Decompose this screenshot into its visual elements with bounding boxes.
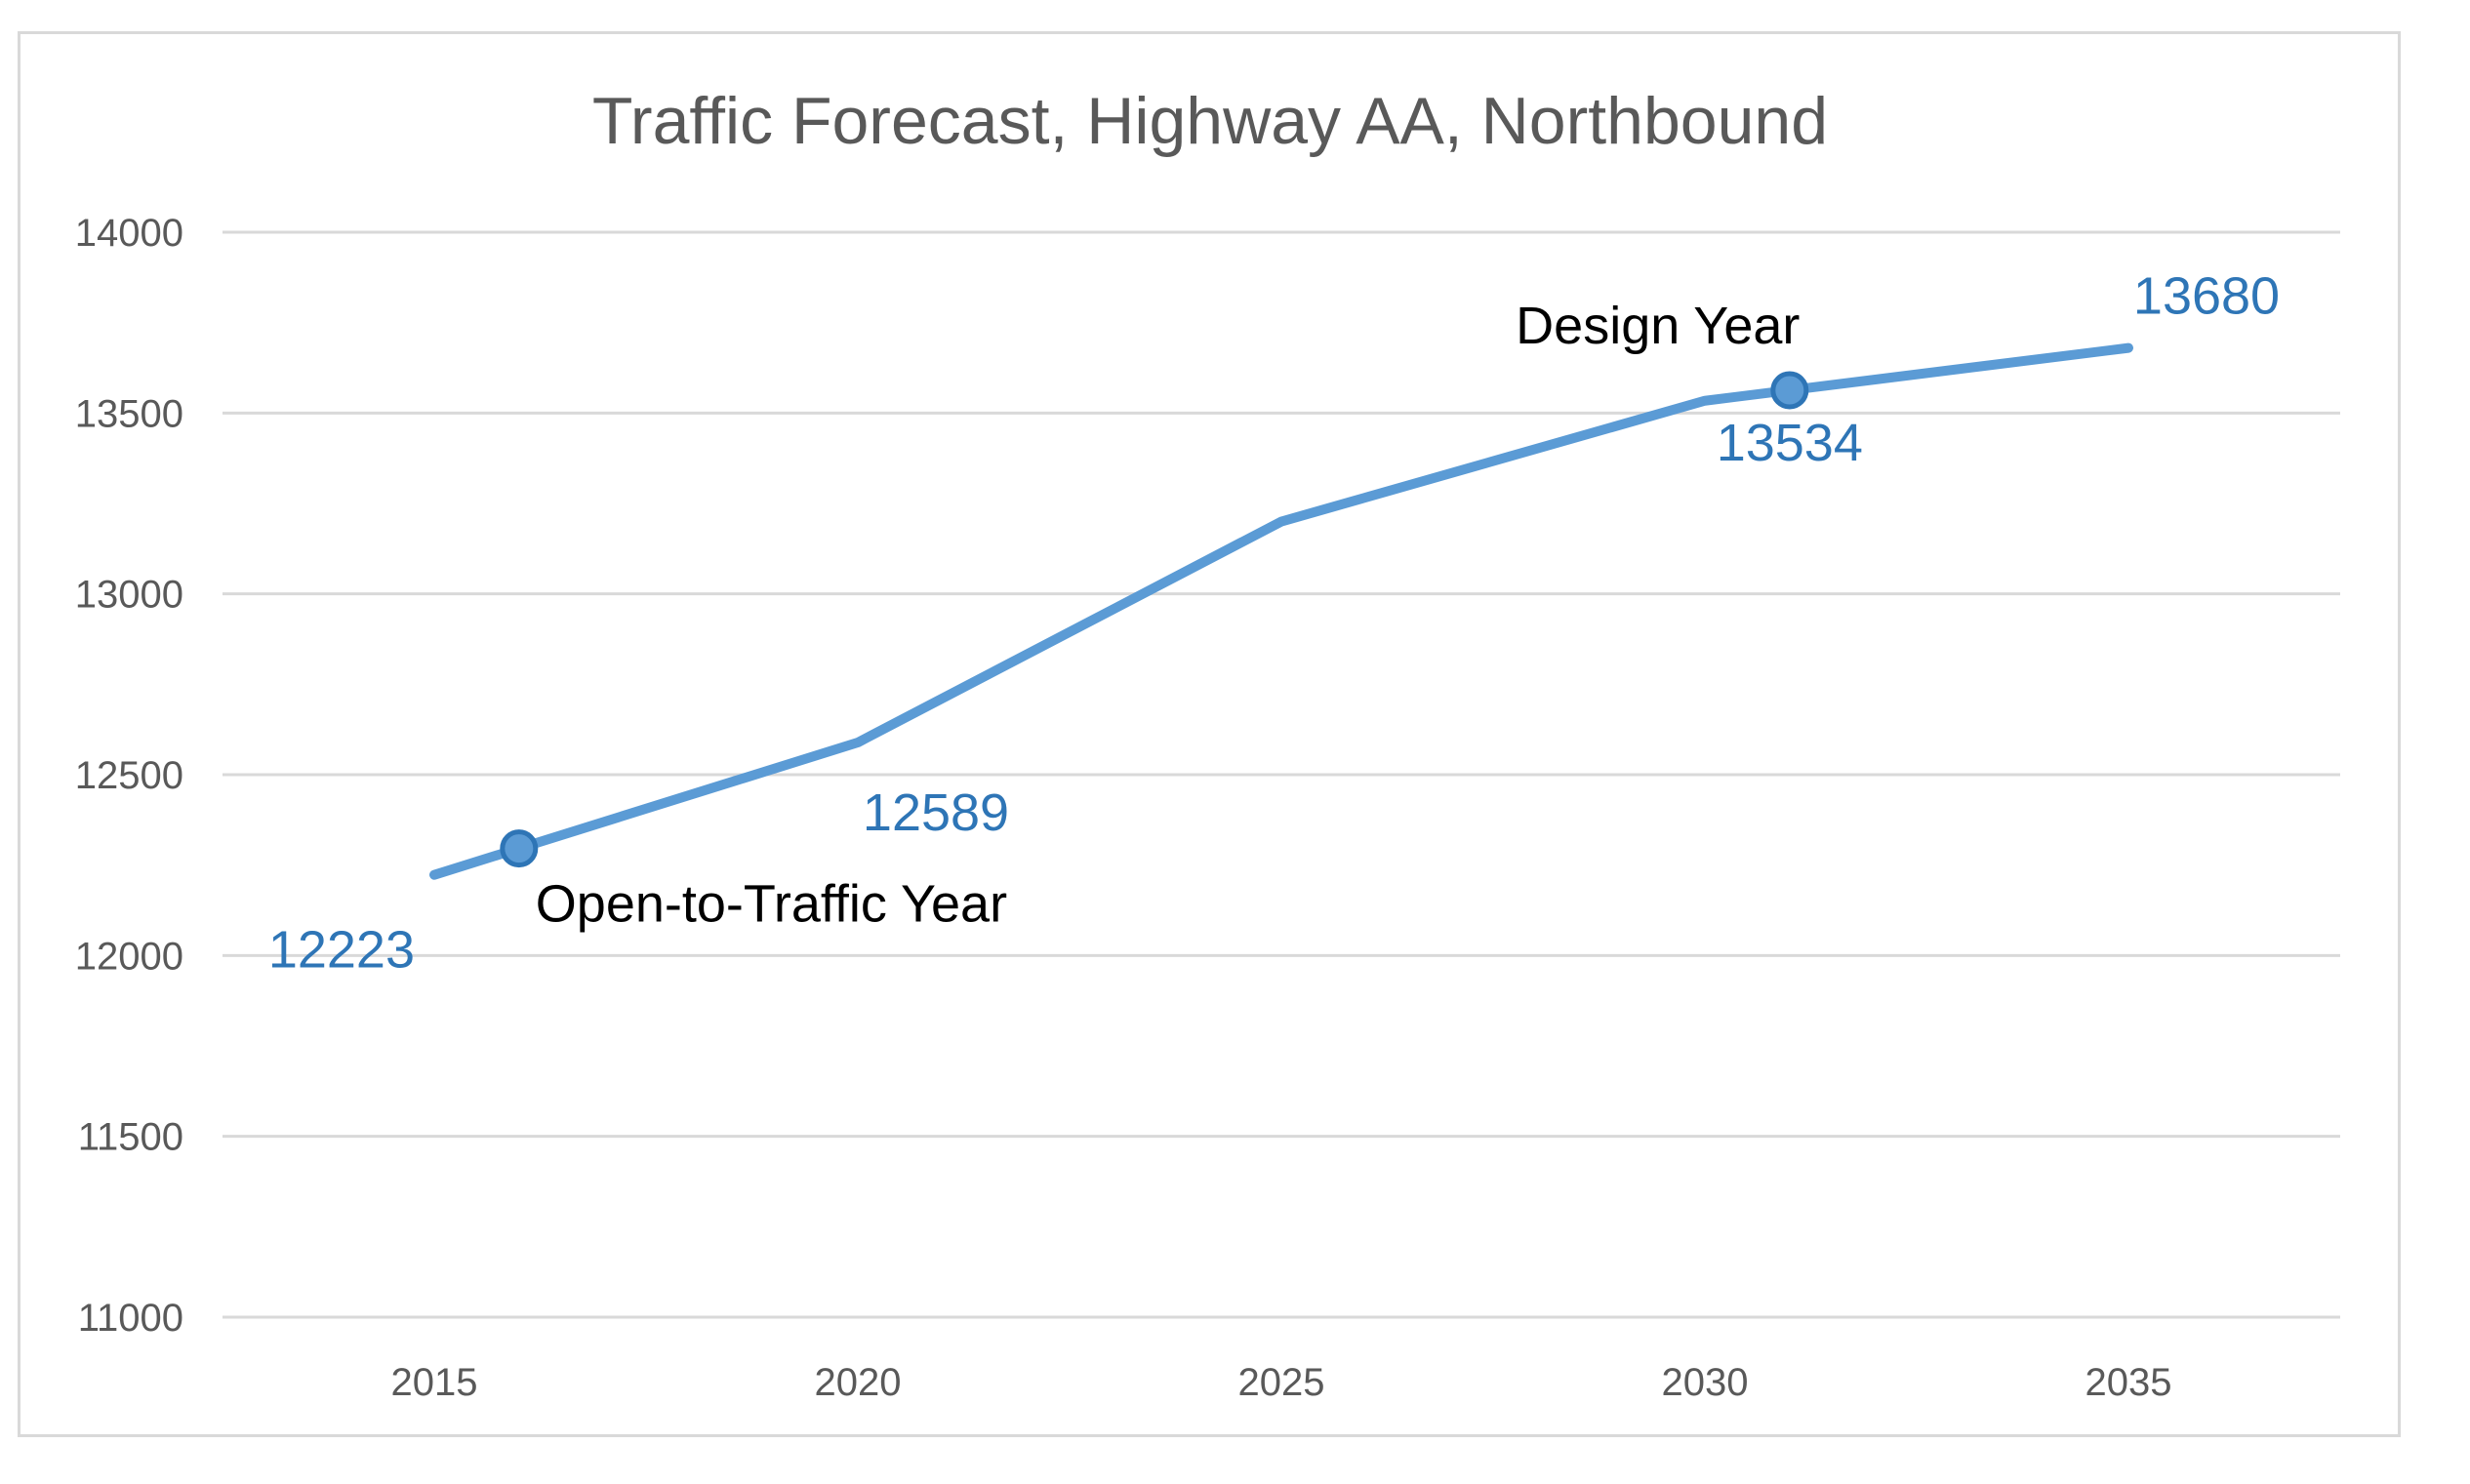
marker-layer (500, 371, 1809, 868)
data-point-marker (500, 829, 539, 868)
y-tick-label: 12000 (75, 935, 183, 978)
y-tick-label: 11500 (78, 1116, 183, 1159)
y-tick-label: 13000 (75, 574, 183, 617)
x-tick-label: 2015 (391, 1361, 478, 1404)
chart-frame (18, 31, 2401, 1437)
data-label: 12223 (268, 921, 415, 980)
x-tick-label: 2030 (1662, 1361, 1749, 1404)
y-tick-label: 13500 (75, 392, 183, 435)
y-tick-label: 12500 (75, 754, 183, 797)
y-axis-ticks: 11000 11500 12000 12500 13000 13500 14000 (75, 212, 183, 1340)
x-tick-label: 2035 (2085, 1361, 2172, 1404)
chart-title: Traffic Forecast, Highway AA, Northbound (592, 84, 1828, 158)
data-label: 12589 (863, 783, 1009, 842)
data-point-marker (1770, 371, 1809, 410)
x-tick-label: 2025 (1238, 1361, 1325, 1404)
x-tick-label: 2020 (815, 1361, 902, 1404)
annotation-label: Open-to-Traffic Year (536, 875, 1007, 934)
data-label: 13680 (2133, 267, 2280, 326)
series-line (429, 342, 2133, 880)
data-label: 13534 (1717, 414, 1863, 472)
annotations: Open-to-Traffic Year Design Year (536, 297, 1801, 934)
y-tick-label: 11000 (78, 1297, 183, 1340)
data-labels: 12223 12589 13534 13680 (268, 267, 2280, 980)
gridlines (223, 230, 2340, 1319)
x-axis-ticks: 2015 2020 2025 2030 2035 (391, 1361, 2172, 1404)
annotation-label: Design Year (1516, 297, 1800, 355)
series-layer (429, 342, 2133, 880)
y-tick-label: 14000 (75, 212, 183, 255)
